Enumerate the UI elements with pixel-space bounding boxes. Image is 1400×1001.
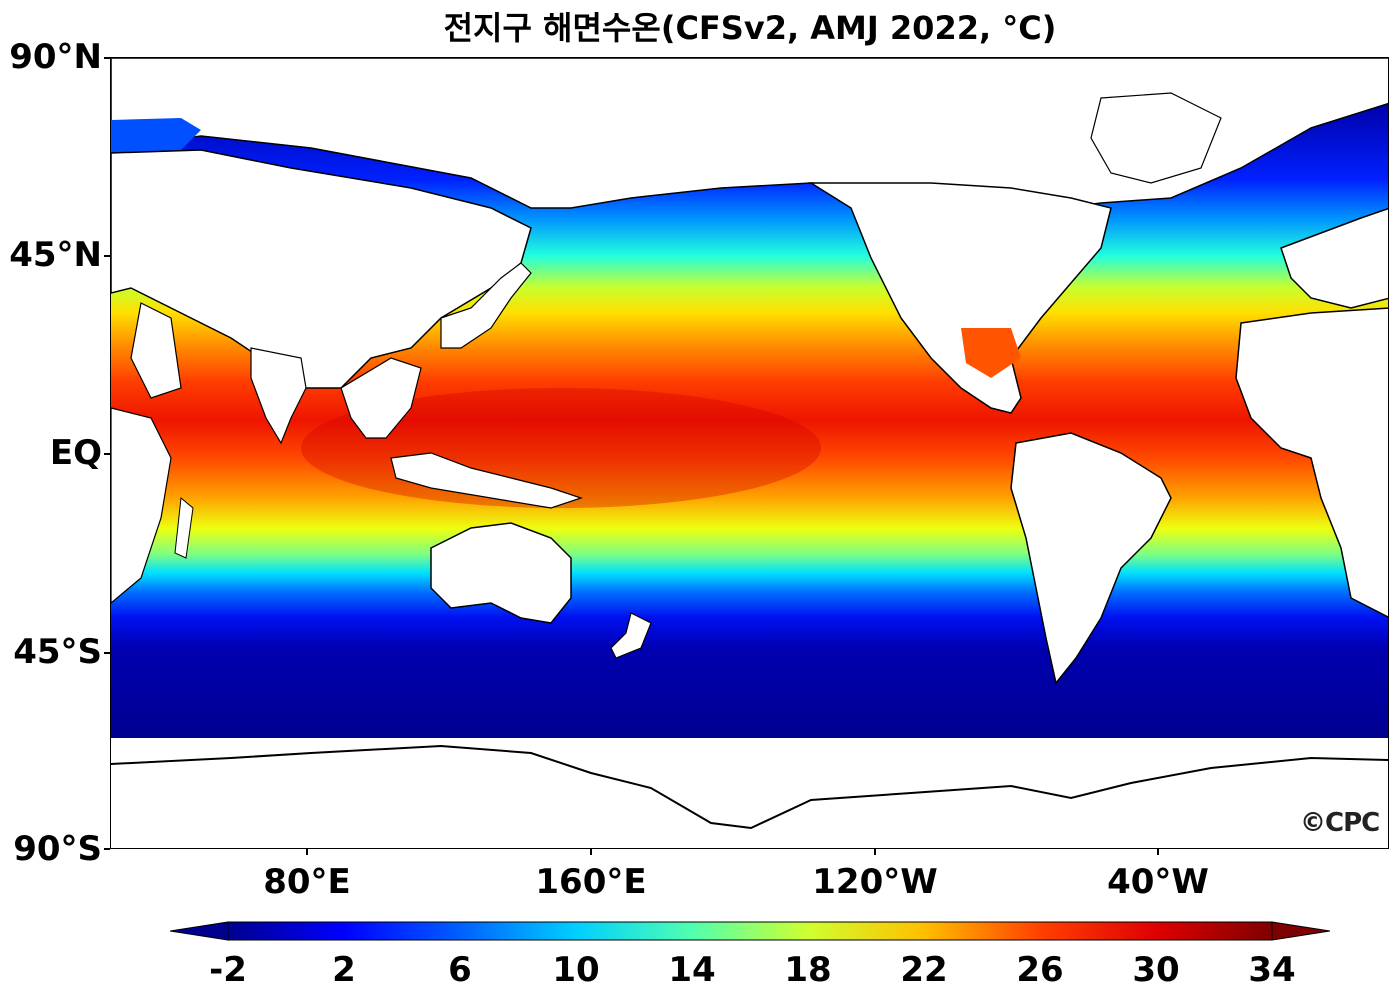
lat-label-90n: 90°N	[9, 37, 102, 77]
lon-label-120w: 120°W	[812, 862, 938, 902]
arabia-land	[130, 302, 182, 399]
page-title: 전지구 해면수온(CFSv2, AMJ 2022, °C)	[443, 9, 1057, 47]
lon-label-80e: 80°E	[263, 862, 351, 902]
lat-tick	[104, 652, 110, 654]
lat-tick	[104, 453, 110, 455]
colorbar-label: 34	[1248, 950, 1296, 990]
colorbar-label: 22	[900, 950, 948, 990]
cpc-logo: ©CPC	[1300, 808, 1380, 838]
colorbar-label: 14	[668, 950, 716, 990]
colorbar-label: 6	[448, 950, 472, 990]
lat-label-eq: EQ	[49, 433, 102, 473]
colorbar-label: 26	[1016, 950, 1064, 990]
colorbar-extend-low	[170, 921, 229, 941]
colorbar-label: 18	[784, 950, 832, 990]
india-land	[250, 347, 307, 445]
south-america-land	[1010, 432, 1172, 685]
lat-label-45n: 45°N	[9, 235, 102, 275]
north-america-land	[808, 182, 1112, 414]
colorbar-label: 10	[552, 950, 600, 990]
gulf-of-mexico	[961, 328, 1021, 378]
colorbar-body	[227, 921, 1273, 941]
colorbar-label: -2	[209, 950, 247, 990]
colorbar-label: 2	[332, 950, 356, 990]
maritime-continent	[390, 452, 583, 509]
greenland-land	[1090, 92, 1222, 184]
colorbar-extend-high	[1271, 921, 1330, 941]
africa-east-coast	[111, 407, 172, 604]
colorbar	[170, 921, 1330, 941]
lat-tick	[104, 848, 110, 850]
madagascar	[174, 497, 194, 559]
lon-tick	[1157, 849, 1159, 855]
lon-tick	[306, 849, 308, 855]
barents-sea	[111, 118, 201, 153]
map-panel	[110, 57, 1389, 849]
lat-tick	[104, 57, 110, 59]
lon-tick	[874, 849, 876, 855]
lon-label-40w: 40°W	[1107, 862, 1209, 902]
africa-eurasia-land	[111, 149, 532, 389]
lon-label-160e: 160°E	[535, 862, 647, 902]
lat-tick	[104, 255, 110, 257]
sst-map	[111, 58, 1388, 848]
lat-label-45s: 45°S	[13, 632, 102, 672]
new-zealand	[610, 612, 652, 659]
east-asia-land	[440, 262, 532, 349]
lon-tick	[590, 849, 592, 855]
lat-label-90s: 90°S	[13, 829, 102, 869]
colorbar-label: 30	[1132, 950, 1180, 990]
antarctica-coast	[111, 744, 1388, 830]
antarctic-region	[111, 738, 1388, 848]
se-asia-land	[340, 357, 422, 439]
europe-right-land	[1280, 207, 1388, 309]
africa-west-land	[1235, 307, 1388, 618]
australia-land	[430, 522, 572, 624]
